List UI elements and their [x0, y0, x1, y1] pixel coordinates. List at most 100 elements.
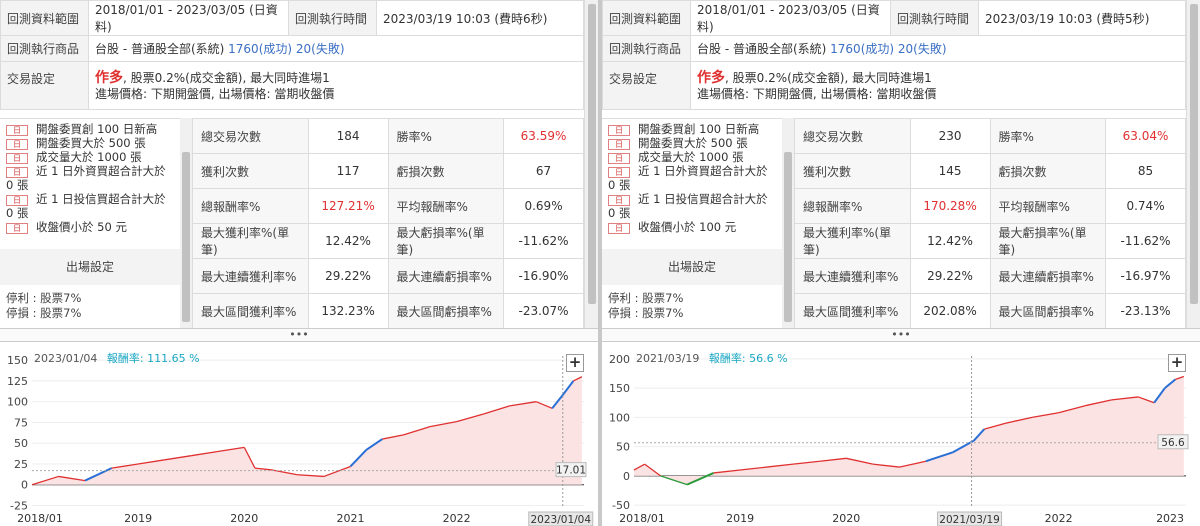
conditions-scrollbar[interactable]	[180, 118, 192, 328]
stat-value: 29.22%	[307, 258, 389, 294]
resize-handle[interactable]: •••	[602, 328, 1200, 342]
stat-value: 230	[909, 118, 991, 154]
condition-list: 日開盤委買創 100 日新高日開盤委買大於 500 張日成交量大於 1000 張…	[602, 119, 782, 234]
product-value: 台股 - 普通股全部(系統) 1760(成功) 20(失敗)	[690, 35, 1186, 62]
cursor-return: 報酬率: 111.65 %	[107, 352, 200, 365]
daily-tag-badge: 日	[6, 139, 28, 150]
stat-label: 總報酬率%	[794, 188, 911, 224]
condition-text: 0 張	[6, 206, 29, 220]
conditions-box: 日開盤委買創 100 日新高日開盤委買大於 500 張日成交量大於 1000 張…	[602, 118, 782, 328]
vertical-scrollbar[interactable]	[584, 0, 598, 328]
stat-value: 0.69%	[503, 188, 584, 224]
equity-line-segment	[297, 474, 324, 478]
add-chart-button[interactable]: +	[1168, 354, 1186, 372]
trade-direction: 作多	[697, 69, 725, 86]
x-tick-label: 2019	[124, 512, 152, 525]
stat-value: 170.28%	[909, 188, 991, 224]
equity-line-segment	[456, 413, 484, 423]
backtest-panel-left: 回測資料範圍 2018/01/01 - 2023/03/05 (日資料) 回測執…	[0, 0, 598, 526]
stat-label: 勝率%	[989, 118, 1107, 154]
equity-line-segment	[429, 420, 457, 428]
backtest-panel-right: 回測資料範圍 2018/01/01 - 2023/03/05 (日資料) 回測執…	[602, 0, 1200, 526]
equity-line-segment	[644, 463, 661, 477]
vertical-scrollbar[interactable]	[1186, 0, 1200, 328]
stat-label: 最大區間獲利率%	[794, 293, 911, 329]
stat-value: 85	[1105, 153, 1186, 189]
equity-line-segment	[660, 475, 688, 486]
cursor-date-box	[528, 511, 594, 526]
exit-settings-header[interactable]: 出場設定	[602, 249, 782, 285]
equity-line-segment	[270, 469, 298, 476]
backtest-info-table: 回測資料範圍 2018/01/01 - 2023/03/05 (日資料) 回測執…	[602, 0, 1186, 110]
cursor-date-label: 2021/03/19	[939, 514, 1000, 526]
equity-line-segment	[84, 467, 113, 482]
scrollbar-thumb[interactable]	[1190, 4, 1198, 304]
value-label-box	[555, 462, 587, 478]
condition-item: 日近 1 日外資買超合計大於	[608, 165, 778, 178]
equity-line-segment	[713, 469, 741, 474]
condition-text: 收盤價小於 100 元	[638, 220, 737, 234]
equity-line-segment	[1111, 396, 1139, 401]
condition-text: 近 1 日外資買超合計大於	[36, 164, 166, 178]
exit-settings-header[interactable]: 出場設定	[0, 249, 180, 285]
stop-loss-line: 停損 : 股票7%	[6, 306, 82, 320]
add-chart-button[interactable]: +	[566, 354, 584, 372]
range-label: 回測資料範圍	[0, 0, 89, 36]
equity-chart: 150 125 100 75 50 25 0 -25 2018/01 2019 2020 2021 20…	[0, 342, 598, 526]
daily-tag-badge: 日	[6, 125, 28, 136]
x-tick-label: 2019	[726, 512, 754, 525]
y-tick-label: -25	[10, 500, 28, 513]
stat-label: 總報酬率%	[192, 188, 309, 224]
scrollbar-thumb[interactable]	[182, 152, 190, 322]
daily-tag-badge: 日	[6, 195, 28, 206]
stat-label: 獲利次數	[794, 153, 911, 189]
condition-item: 日開盤委買創 100 日新高	[6, 123, 176, 136]
trade-line1: , 股票0.2%(成交金額), 最大同時進場1	[725, 70, 932, 85]
stat-value: 63.04%	[1105, 118, 1186, 154]
stat-label: 勝率%	[387, 118, 505, 154]
value-label: 56.6	[1161, 437, 1185, 449]
x-tick-label: 2022	[1045, 512, 1073, 525]
equity-line-segment	[31, 475, 59, 486]
stat-value: 184	[307, 118, 389, 154]
product-fail-link[interactable]: 20(失敗)	[897, 42, 947, 56]
range-value: 2018/01/01 - 2023/03/05 (日資料)	[88, 0, 289, 36]
condition-item: 日近 1 日投信買超合計大於	[6, 193, 176, 206]
x-tick-label: 2022	[443, 512, 471, 525]
stats-row: 獲利次數 117 虧損次數 67	[192, 153, 584, 189]
product-value: 台股 - 普通股全部(系統) 1760(成功) 20(失敗)	[88, 35, 584, 62]
equity-line-segment	[551, 394, 564, 409]
product-prefix: 台股 - 普通股全部(系統)	[697, 42, 827, 56]
product-fail-link[interactable]: 20(失敗)	[295, 42, 345, 56]
trade-direction: 作多	[95, 69, 123, 86]
cursor-date-box	[937, 511, 1003, 526]
value-label-box	[1157, 434, 1189, 450]
stat-value: 12.42%	[307, 223, 389, 259]
stat-label: 最大獲利率%(單筆)	[794, 223, 911, 259]
condition-text: 0 張	[6, 178, 29, 192]
exec-time-label: 回測執行時間	[890, 0, 979, 36]
stat-label: 虧損次數	[989, 153, 1107, 189]
equity-line-segment	[349, 449, 368, 468]
trade-value: 作多, 股票0.2%(成交金額), 最大同時進場1 進場價格: 下期開盤價, 出…	[88, 61, 584, 110]
condition-item: 日成交量大於 1000 張	[6, 151, 176, 164]
product-success-link[interactable]: 1760(成功)	[228, 42, 293, 56]
scrollbar-thumb[interactable]	[784, 152, 792, 322]
product-success-link[interactable]: 1760(成功)	[830, 42, 895, 56]
equity-line-segment	[191, 450, 218, 457]
stat-value: 0.74%	[1105, 188, 1186, 224]
resize-handle[interactable]: •••	[0, 328, 598, 342]
equity-line-segment	[573, 376, 583, 382]
stats-row: 最大區間獲利率% 132.23% 最大區間虧損率% -23.07%	[192, 293, 584, 329]
stat-value: -16.97%	[1105, 258, 1186, 294]
panel-splitter[interactable]	[598, 0, 602, 526]
equity-line-segment	[58, 475, 86, 482]
condition-text: 成交量大於 1000 張	[638, 150, 744, 164]
scrollbar-thumb[interactable]	[588, 4, 596, 304]
y-tick-label: 125	[7, 375, 28, 388]
equity-line-segment	[164, 455, 192, 461]
conditions-scrollbar[interactable]	[782, 118, 794, 328]
stat-value: 145	[909, 153, 991, 189]
y-tick-label: 0	[623, 470, 630, 483]
stats-row: 最大連續獲利率% 29.22% 最大連續虧損率% -16.97%	[794, 258, 1186, 294]
